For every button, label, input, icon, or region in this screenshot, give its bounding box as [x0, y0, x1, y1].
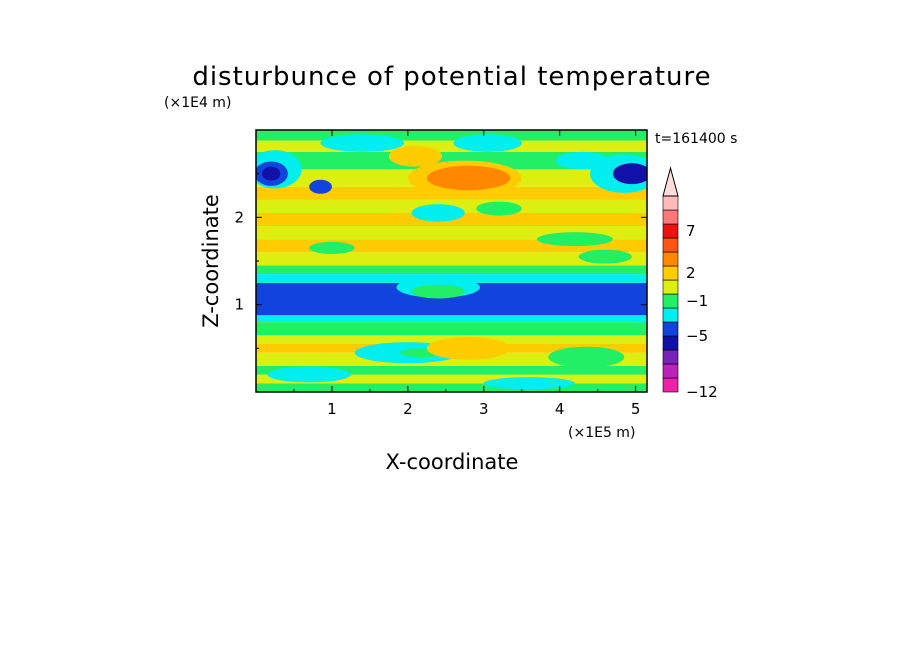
time-label: t=161400 s [655, 131, 737, 147]
colorbar-label: 7 [686, 222, 696, 240]
colorbar-cell [662, 209, 679, 225]
contour-band [256, 322, 647, 336]
colorbar-label: −12 [686, 383, 718, 401]
colorbar-cell [662, 195, 679, 211]
x-unit-label: (×1E5 m) [568, 425, 635, 441]
contour-band [256, 365, 647, 375]
colorbar-cell [662, 265, 679, 281]
contour-blob [267, 366, 351, 383]
contour-blob [426, 165, 511, 191]
contour-blob [536, 232, 613, 247]
contour-blob [309, 241, 355, 255]
x-tick-label: 4 [555, 400, 565, 418]
contour-blob [411, 204, 465, 222]
colorbar-labels: 7 2 −1 −5 −12 [686, 222, 718, 401]
plot-area [256, 130, 647, 392]
contour-blob [548, 346, 625, 368]
contour-band [256, 374, 647, 384]
y-axis-label: Z-coordinate [199, 194, 223, 328]
x-tick-label: 5 [631, 400, 641, 418]
contour-blob [555, 151, 610, 170]
contour-blob [309, 179, 332, 194]
contour-band [256, 140, 647, 152]
x-axis-label: X-coordinate [386, 450, 519, 474]
contour-blob [612, 163, 647, 185]
y-tick-label: 2 [234, 208, 244, 226]
x-tick-label: 3 [479, 400, 489, 418]
colorbar-cell [662, 349, 679, 365]
x-tick-label: 1 [327, 400, 337, 418]
colorbar-cell [662, 321, 679, 337]
contour-blob [578, 249, 632, 264]
colorbar-cell [662, 223, 679, 239]
contour-band [256, 252, 647, 266]
contour-blob [483, 377, 575, 390]
contour-band [256, 265, 647, 275]
contour-blob [262, 166, 281, 181]
colorbar-cell [662, 251, 679, 267]
colorbar [662, 166, 679, 393]
contour-band [256, 130, 647, 141]
colorbar-cell [662, 377, 679, 393]
colorbar-cell [662, 279, 679, 295]
colorbar-cell [662, 237, 679, 253]
colorbar-cell [662, 363, 679, 379]
colorbar-cell [662, 307, 679, 323]
x-tick-label: 2 [403, 400, 413, 418]
colorbar-cell [662, 335, 679, 351]
colorbar-extend-arrow [662, 166, 679, 197]
contour-blobs [256, 134, 647, 390]
colorbar-label: 2 [686, 264, 696, 282]
y-unit-label: (×1E4 m) [164, 95, 231, 111]
contour-blob [411, 284, 465, 299]
y-axis-ticks: 12 [234, 173, 647, 349]
y-tick-label: 1 [234, 296, 244, 314]
contour-blob [476, 201, 522, 216]
contour-band [256, 315, 647, 323]
contour-blob [388, 145, 443, 167]
colorbar-label: −5 [686, 327, 708, 345]
x-axis-ticks: 1 2 3 4 5 [293, 130, 641, 418]
contour-blob [320, 134, 405, 152]
contour-blob [426, 336, 511, 360]
colorbar-label: −1 [686, 292, 708, 310]
colorbar-cell [662, 293, 679, 309]
contour-blob [453, 134, 522, 152]
contour-band [256, 151, 647, 170]
chart-title: disturbunce of potential temperature [192, 62, 711, 92]
contour-band [256, 383, 647, 392]
